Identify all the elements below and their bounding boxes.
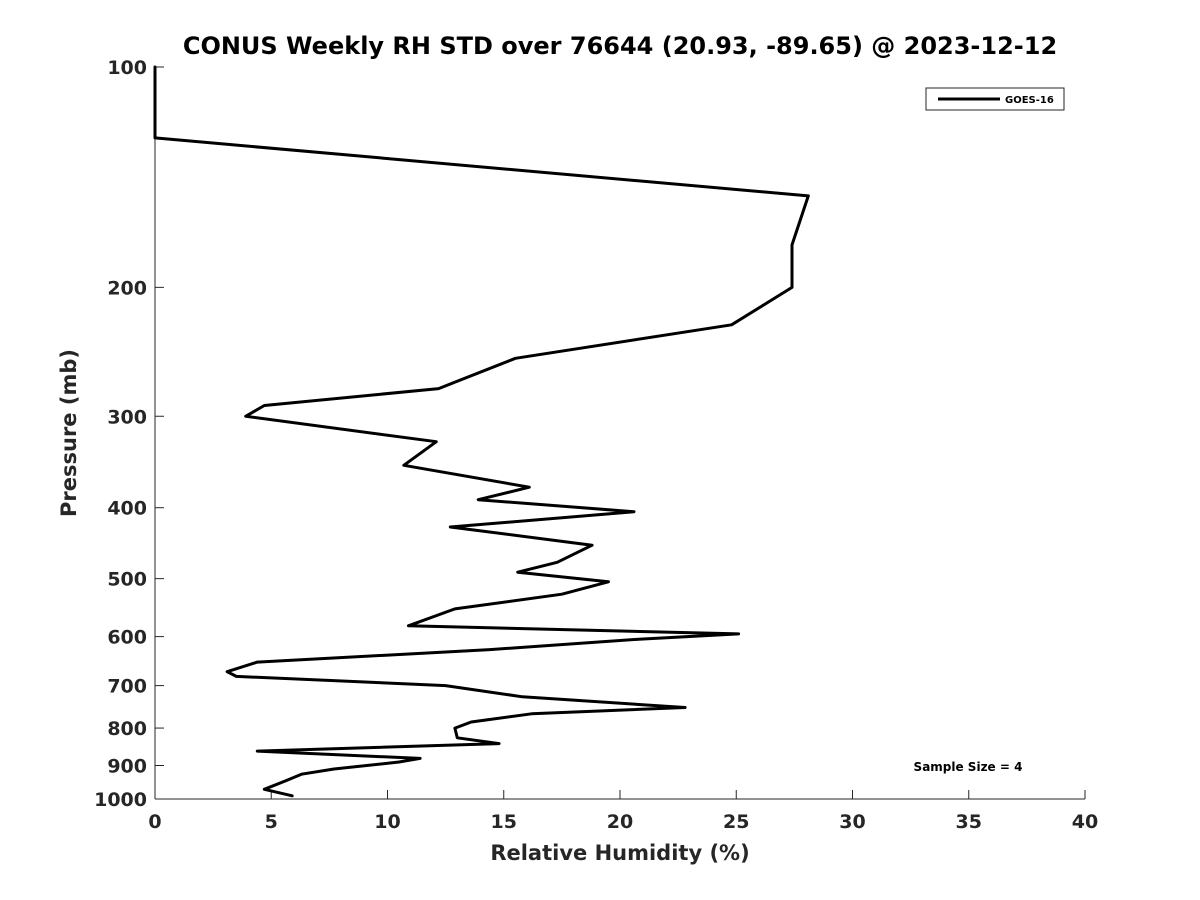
x-axis-label: Relative Humidity (%) — [490, 841, 749, 865]
x-axis-ticks: 0 5 10 15 20 25 30 35 40 — [148, 790, 1098, 833]
y-tick-label: 900 — [107, 756, 147, 778]
x-tick-label: 25 — [723, 811, 749, 833]
x-tick-label: 5 — [265, 811, 278, 833]
y-tick-label: 700 — [107, 676, 147, 698]
y-axis-ticks: 100 200 300 400 500 600 700 800 900 1000 — [94, 57, 164, 811]
y-tick-label: 600 — [107, 627, 147, 649]
sample-size-annotation: Sample Size = 4 — [914, 760, 1023, 774]
series-layer — [153, 65, 810, 798]
x-tick-label: 15 — [491, 811, 517, 833]
x-tick-label: 40 — [1072, 811, 1098, 833]
legend: GOES-16 — [925, 87, 1065, 111]
y-tick-label: 1000 — [94, 789, 147, 811]
legend-label-goes-16: GOES-16 — [1005, 95, 1054, 106]
x-tick-label: 35 — [956, 811, 982, 833]
chart-title: CONUS Weekly RH STD over 76644 (20.93, -… — [183, 32, 1057, 60]
y-tick-label: 300 — [107, 406, 147, 428]
x-tick-label: 0 — [148, 811, 161, 833]
x-tick-label: 20 — [607, 811, 633, 833]
x-tick-label: 30 — [839, 811, 865, 833]
y-axis-label: Pressure (mb) — [57, 349, 81, 517]
y-tick-label: 100 — [107, 57, 147, 79]
y-tick-label: 400 — [107, 498, 147, 520]
y-tick-label: 200 — [107, 277, 147, 299]
series-line-goes-16 — [153, 65, 810, 798]
y-tick-label: 500 — [107, 569, 147, 591]
y-tick-label: 800 — [107, 718, 147, 740]
x-tick-label: 10 — [374, 811, 400, 833]
